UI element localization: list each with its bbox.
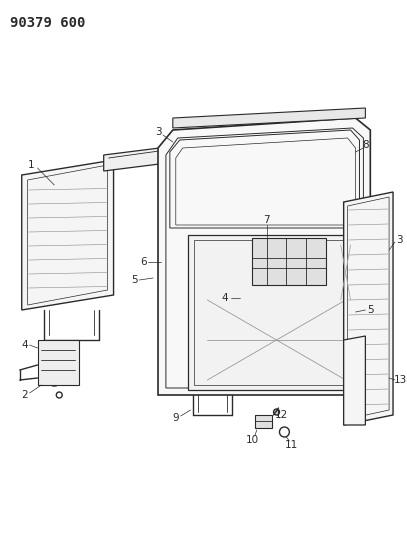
Text: 9: 9	[173, 413, 179, 423]
Text: 8: 8	[362, 140, 369, 150]
Polygon shape	[37, 340, 79, 385]
Bar	[354, 322, 361, 328]
Circle shape	[372, 386, 379, 393]
Text: 90379 600: 90379 600	[10, 16, 85, 30]
Polygon shape	[22, 160, 114, 310]
Bar	[190, 377, 197, 383]
Bar	[354, 297, 361, 303]
Polygon shape	[104, 142, 208, 171]
Bar	[239, 275, 245, 281]
Polygon shape	[344, 336, 365, 425]
Bar	[172, 306, 179, 313]
Text: 7: 7	[263, 215, 270, 225]
Text: 4: 4	[22, 340, 28, 350]
Circle shape	[51, 375, 57, 381]
Circle shape	[280, 427, 289, 437]
Bar	[354, 372, 361, 378]
Polygon shape	[158, 118, 370, 395]
Bar	[354, 272, 361, 278]
Circle shape	[343, 144, 359, 160]
Text: 5: 5	[131, 275, 138, 285]
Text: 4: 4	[222, 293, 228, 303]
Circle shape	[56, 392, 62, 398]
Text: 11: 11	[285, 440, 298, 450]
Polygon shape	[252, 238, 326, 285]
Bar	[190, 317, 197, 323]
Text: 3: 3	[397, 235, 403, 245]
Circle shape	[167, 259, 173, 265]
Text: 6: 6	[140, 257, 147, 267]
Bar	[354, 347, 361, 353]
Bar	[239, 252, 245, 258]
Bar	[190, 287, 197, 293]
Polygon shape	[188, 235, 355, 390]
Polygon shape	[173, 108, 365, 128]
Bar	[172, 336, 179, 343]
Text: 3: 3	[155, 127, 161, 137]
Text: 1: 1	[28, 160, 35, 170]
Circle shape	[46, 370, 62, 386]
Circle shape	[274, 409, 280, 415]
Bar	[172, 277, 179, 284]
Bar	[239, 297, 245, 303]
Circle shape	[347, 148, 354, 156]
Text: 13: 13	[393, 375, 407, 385]
Text: 10: 10	[246, 435, 259, 445]
Text: 5: 5	[367, 305, 374, 315]
Circle shape	[164, 256, 176, 268]
Bar	[172, 367, 179, 374]
Polygon shape	[344, 192, 393, 425]
Circle shape	[372, 361, 379, 368]
Bar	[190, 347, 197, 353]
Text: 12: 12	[275, 410, 288, 420]
Bar	[354, 252, 361, 258]
Polygon shape	[255, 415, 271, 428]
Bar	[190, 257, 197, 263]
Text: 2: 2	[22, 390, 28, 400]
Bar	[172, 252, 179, 259]
Bar	[239, 319, 245, 325]
